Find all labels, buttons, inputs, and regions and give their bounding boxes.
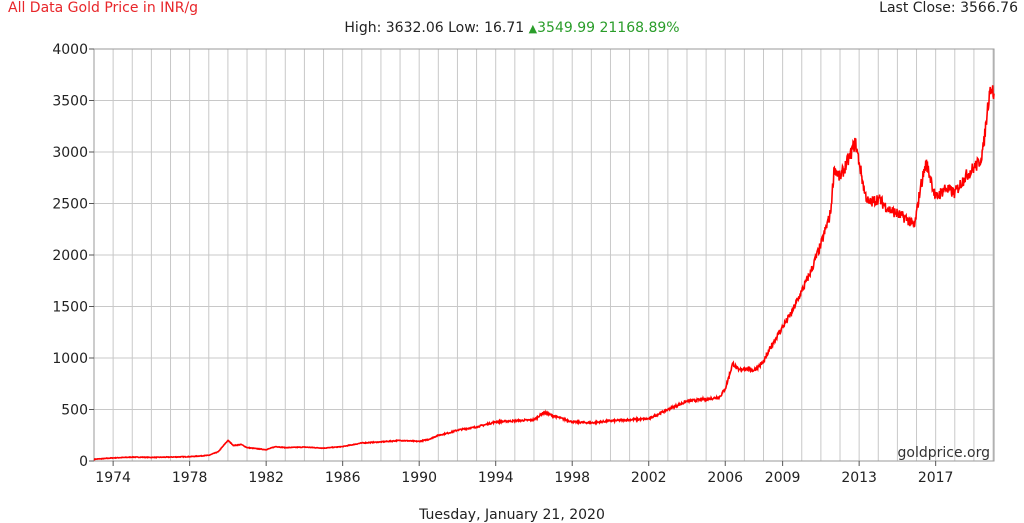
x-tick-label: 1978 [172,470,208,486]
gold-price-line [93,85,995,461]
x-tick-label: 2013 [841,470,877,486]
x-tick-label: 2017 [918,470,954,486]
change-value: 3549.99 [537,20,596,36]
change-percent: 21168.89% [599,20,680,36]
x-tick-label: 1982 [248,470,284,486]
chart-title: All Data Gold Price in INR/g [8,0,199,16]
y-tick-label: 4000 [52,42,88,58]
low-value: 16.71 [484,20,525,36]
x-tick-label: 2009 [765,470,801,486]
chart-grid [93,48,994,462]
x-tick-label: 2002 [631,470,667,486]
x-tick-label: 1986 [325,470,361,486]
y-tick-label: 3500 [52,94,88,110]
low-label: Low: [448,20,480,36]
high-value: 3632.06 [385,20,444,36]
last-close-label: Last Close: [879,0,956,16]
chart-date: Tuesday, January 21, 2020 [419,507,605,523]
last-close: Last Close: 3566.76 [879,0,1018,16]
price-stats: High: 3632.06 Low: 16.71 ▲3549.99 21168.… [0,20,1024,36]
source-watermark: goldprice.org [898,445,990,461]
up-arrow-icon: ▲ [528,22,538,35]
y-axis-ticks: 0 500 1000 1500 2000 2500 3000 3500 4000 [52,42,94,470]
y-tick-label: 2500 [52,197,88,213]
x-tick-label: 1990 [401,470,437,486]
y-tick-label: 0 [79,454,88,470]
y-tick-label: 500 [61,403,88,419]
y-tick-label: 2000 [52,248,88,264]
y-tick-label: 1000 [52,351,88,367]
x-tick-label: 1998 [554,470,590,486]
y-tick-label: 1500 [52,300,88,316]
y-tick-label: 3000 [52,145,88,161]
x-tick-label: 2006 [707,470,743,486]
last-close-value: 3566.76 [960,0,1018,16]
x-tick-label: 1974 [95,470,131,486]
x-axis-ticks: 1974 1978 1982 1986 1990 1994 1998 2002 2006 2009… [95,461,953,486]
high-label: High: [344,20,382,36]
x-tick-label: 1994 [478,470,514,486]
